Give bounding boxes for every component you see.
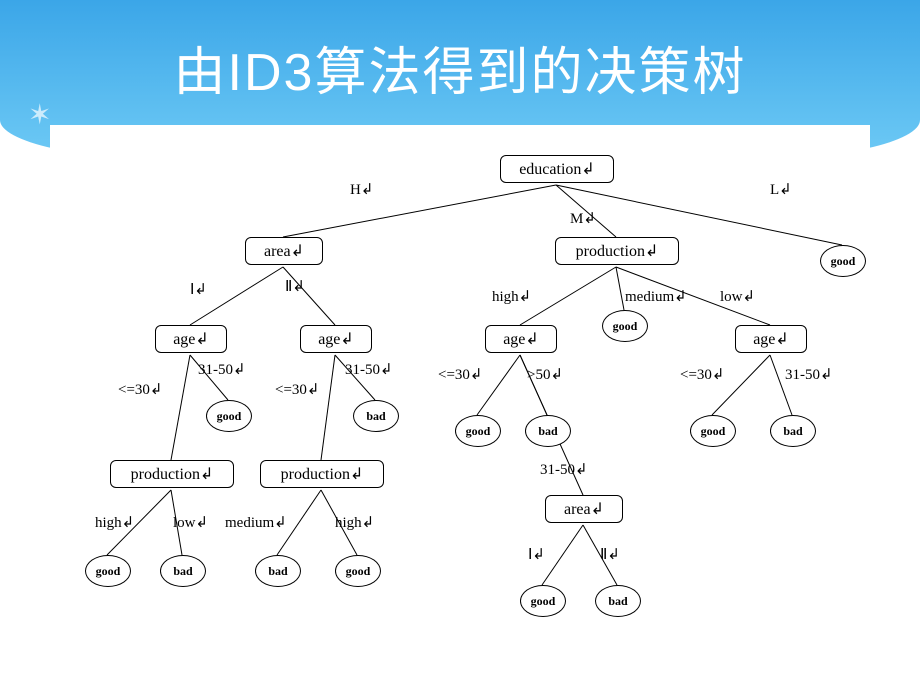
tree-node-box: education↲ [500,155,614,183]
tree-node-box: age↲ [735,325,807,353]
tree-node-box: area↲ [545,495,623,523]
tree-leaf: good [602,310,648,342]
tree-edge-label: 31-50↲ [785,365,833,384]
tree-edge-label: 31-50↲ [540,460,588,479]
tree-edge-label: L↲ [770,180,792,199]
tree-edge-label: H↲ [350,180,373,199]
tree-edge-label: <=30↲ [118,380,163,399]
tree-edge-label: M↲ [570,209,596,228]
tree-leaf: good [455,415,501,447]
tree-edge-label: >50↲ [527,365,563,384]
tree-edge-label: Ⅱ↲ [285,277,305,296]
tree-edge-label: <=30↲ [275,380,320,399]
tree-leaf: good [690,415,736,447]
tree-leaf: good [820,245,866,277]
tree-leaf: good [520,585,566,617]
tree-edge-label: high↲ [492,287,531,306]
tree-leaf: good [335,555,381,587]
tree-leaf: good [85,555,131,587]
tree-edge-label: Ⅰ↲ [528,545,545,564]
tree-leaf: bad [255,555,301,587]
tree-node-box: age↲ [155,325,227,353]
tree-leaf: bad [525,415,571,447]
tree-edge-label: low↲ [720,287,755,306]
tree-edge-label: high↲ [95,513,134,532]
tree-node-box: age↲ [485,325,557,353]
tree-edge-label: medium↲ [225,513,287,532]
tree-node-box: area↲ [245,237,323,265]
tree-node-box: age↲ [300,325,372,353]
tree-edge-label: <=30↲ [680,365,725,384]
tree-node-box: production↲ [260,460,384,488]
tree-leaf: bad [595,585,641,617]
tree-edge-label: 31-50↲ [198,360,246,379]
tree-edge-label: Ⅰ↲ [190,280,207,299]
decision-tree-diagram: education↲ area↲ production↲ good age↲ age↲ ag… [50,125,870,675]
slide-title: 由ID3算法得到的决策树 [0,30,920,105]
tree-edge-label: <=30↲ [438,365,483,384]
slide: ✶ 由ID3算法得到的决策树 education↲area↲production… [0,0,920,690]
tree-node-box: production↲ [110,460,234,488]
tree-leaf: good [206,400,252,432]
tree-node-box: production↲ [555,237,679,265]
tree-edge-label: high↲ [335,513,374,532]
tree-leaf: bad [160,555,206,587]
tree-leaf: bad [770,415,816,447]
tree-edges [50,125,870,675]
tree-edge-label: low↲ [173,513,208,532]
tree-edge-label: 31-50↲ [345,360,393,379]
tree-leaf: bad [353,400,399,432]
tree-edge-label: medium↲ [625,287,687,306]
tree-edge-label: Ⅱ↲ [600,545,620,564]
